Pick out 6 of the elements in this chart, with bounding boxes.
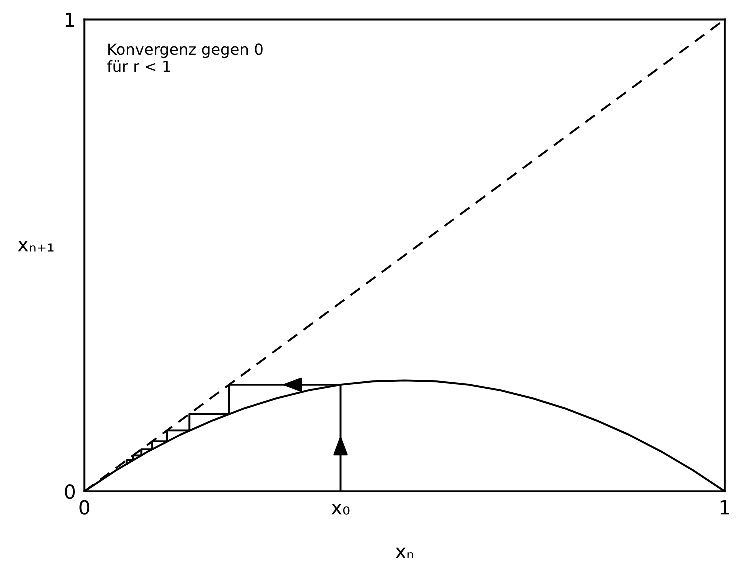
annotation: Konvergenz gegen 0 für r < 1 bbox=[107, 44, 263, 72]
x-axis-title: xₙ bbox=[396, 548, 414, 559]
y-axis-title: xₙ₊₁ bbox=[18, 240, 54, 252]
x-tick-label: 1 bbox=[720, 500, 730, 515]
x-tick-label: 0 bbox=[80, 500, 90, 515]
x-tick-label: x₀ bbox=[332, 504, 350, 515]
